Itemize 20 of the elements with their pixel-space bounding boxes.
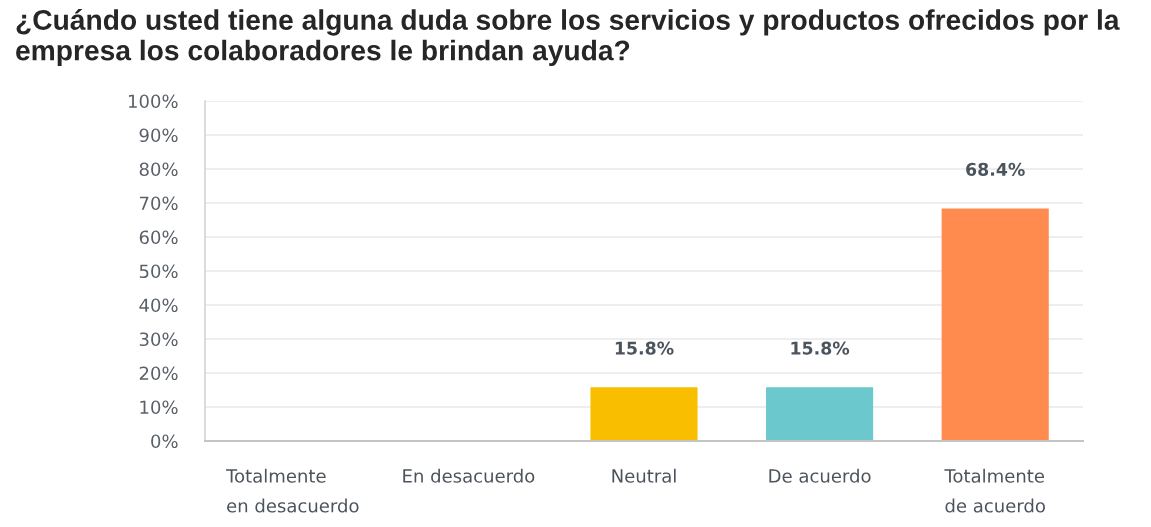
y-tick-label: 80% bbox=[139, 162, 178, 177]
y-tick-label: 50% bbox=[139, 264, 178, 279]
data-label: 15.8% bbox=[791, 341, 850, 355]
x-tick-label: Totalmente de acuerdo bbox=[944, 468, 1045, 513]
x-tick-label: De acuerdo bbox=[769, 468, 871, 483]
x-tick-label: Neutral bbox=[612, 468, 676, 483]
x-tick-label: En desacuerdo bbox=[403, 468, 535, 483]
y-tick-label: 90% bbox=[139, 128, 178, 143]
data-label: 15.8% bbox=[615, 341, 674, 355]
y-tick-label: 30% bbox=[139, 332, 178, 347]
y-tick-label: 10% bbox=[140, 400, 178, 415]
y-tick-label: 0% bbox=[151, 434, 178, 449]
y-tick-label: 70% bbox=[139, 196, 178, 211]
y-tick-label: 40% bbox=[139, 298, 178, 313]
y-tick-label: 20% bbox=[139, 366, 178, 381]
y-tick-label: 60% bbox=[139, 230, 178, 245]
chart-title: ¿Cuándo usted tiene alguna duda sobre los servicios y productos ofrecidos por la empresa los colaboradores le brindan ayuda? bbox=[16, 9, 1120, 67]
data-label: 68.4% bbox=[966, 162, 1025, 176]
x-tick-label: Totalmente en desacuerdo bbox=[226, 468, 359, 513]
y-tick-label: 100% bbox=[128, 94, 178, 109]
